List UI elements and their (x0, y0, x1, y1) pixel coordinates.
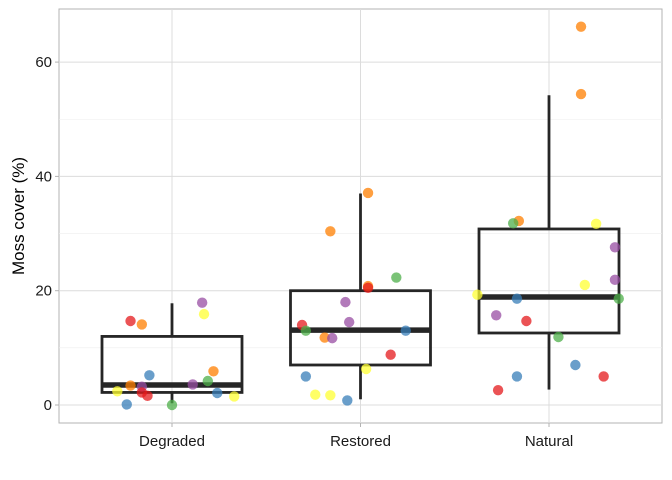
data-point (343, 316, 355, 328)
data-point (492, 384, 504, 396)
data-point (136, 319, 148, 330)
data-point (229, 391, 240, 402)
data-point (125, 315, 136, 327)
data-point (598, 371, 609, 382)
data-point (491, 310, 502, 321)
data-point (613, 293, 624, 304)
box-degraded (100, 303, 244, 404)
x-tick-label: Restored (330, 433, 391, 450)
y-tick-label: 0 (44, 397, 52, 414)
data-point (319, 332, 330, 343)
data-point (609, 274, 621, 286)
data-point (340, 296, 351, 308)
data-point (112, 386, 123, 397)
data-point (472, 289, 483, 300)
data-point (575, 88, 587, 100)
data-point (362, 282, 374, 294)
data-point (325, 390, 336, 401)
data-point (511, 371, 523, 382)
data-point (342, 395, 353, 406)
data-point (166, 399, 178, 411)
data-point (198, 308, 210, 320)
y-tick-label: 40 (35, 168, 52, 185)
x-tick-label: Degraded (139, 433, 205, 450)
data-point (511, 293, 523, 304)
x-tick-label: Natural (525, 433, 573, 450)
data-point (212, 387, 223, 399)
data-point (521, 315, 532, 327)
data-points (112, 21, 624, 411)
data-point (144, 370, 155, 381)
data-point (362, 187, 374, 199)
data-point (570, 359, 581, 371)
data-point (553, 331, 564, 343)
data-point (400, 325, 411, 336)
y-tick-label: 20 (35, 283, 52, 300)
data-point (590, 218, 602, 230)
data-point (609, 242, 621, 253)
y-axis-title: Moss cover (%) (9, 157, 28, 275)
data-point (300, 371, 312, 382)
data-point (325, 226, 336, 237)
y-tick-label: 60 (35, 54, 52, 71)
iqr-box (100, 335, 244, 394)
data-point (142, 390, 153, 402)
data-point (208, 366, 219, 377)
data-point (196, 297, 208, 308)
data-point (360, 363, 372, 375)
data-point (121, 399, 132, 410)
data-point (507, 218, 519, 229)
data-point (310, 389, 321, 400)
data-point (125, 380, 136, 391)
data-point (327, 332, 338, 344)
data-point (187, 379, 198, 390)
data-point (575, 21, 587, 32)
data-point (391, 272, 402, 283)
data-point (579, 279, 591, 291)
axes: 0 20 40 60 Degraded Restored Natural (35, 54, 573, 450)
data-point (300, 325, 312, 336)
data-point (202, 375, 214, 387)
data-point (385, 349, 396, 360)
